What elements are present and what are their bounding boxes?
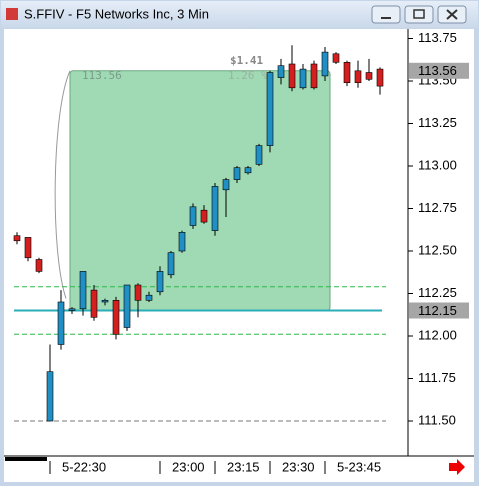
measure-curve	[54, 70, 71, 299]
y-tick-label: 113.00	[418, 157, 457, 172]
candle-body	[365, 72, 373, 80]
y-tick-label: 111.75	[418, 370, 456, 385]
candle-body	[24, 237, 32, 259]
candle-body	[79, 271, 87, 310]
candle-body	[244, 167, 252, 174]
measure-box	[69, 70, 331, 311]
x-tick-label: 5-22:30	[62, 459, 106, 474]
y-tick-label: 112.75	[418, 200, 457, 215]
close-icon	[446, 9, 458, 20]
candle-body	[376, 68, 384, 87]
candle-body	[266, 72, 274, 146]
candle-body	[35, 259, 43, 272]
candle-body	[222, 179, 230, 191]
measure-percent-label: 1.26 %	[228, 69, 268, 82]
candle-body	[145, 294, 153, 301]
y-tick-label: 112.00	[418, 327, 457, 342]
candle-body	[288, 63, 296, 89]
candle-body	[101, 299, 109, 303]
candle-body	[211, 186, 219, 231]
line-price-box-label: 112.15	[418, 303, 457, 318]
candle-body	[68, 308, 76, 311]
app-icon	[6, 8, 18, 20]
y-tick-label: 112.25	[418, 285, 457, 300]
maximize-icon	[413, 9, 425, 19]
candle-body	[167, 252, 175, 276]
y-tick-label: 113.75	[418, 30, 457, 45]
scroll-bar[interactable]	[5, 457, 47, 461]
candle-body	[343, 61, 351, 83]
candle-body	[332, 53, 340, 63]
candle-body	[354, 70, 362, 84]
candle-body	[277, 65, 285, 78]
candle-body	[57, 301, 65, 345]
measure-change-label: $1.41	[230, 54, 263, 67]
candle-body	[13, 235, 21, 242]
candle-body	[310, 63, 318, 89]
candle-body	[123, 284, 131, 328]
candle-body	[189, 206, 197, 226]
last-price-box	[409, 62, 469, 79]
maximize-button[interactable]	[404, 5, 434, 24]
x-tick-label: 23:30	[282, 459, 315, 474]
candle-body	[178, 232, 186, 252]
line-price-box	[409, 302, 469, 319]
candle-body	[112, 299, 120, 335]
y-tick-label: 113.25	[418, 115, 457, 130]
measure-high-label: 113.56	[82, 69, 122, 82]
candle-body	[321, 51, 329, 77]
candle-body	[233, 167, 241, 180]
y-tick-label: 112.50	[418, 242, 457, 257]
candle-body	[255, 145, 263, 165]
candle-body	[200, 209, 208, 223]
candle-body	[46, 371, 54, 422]
x-tick-label: 5-23:45	[337, 459, 381, 474]
scroll-right-arrow[interactable]	[449, 459, 465, 475]
candle-body	[90, 289, 98, 318]
last-price-box-label: 113.56	[418, 63, 457, 78]
candle-body	[299, 68, 307, 89]
minimize-button[interactable]	[371, 5, 401, 24]
window-title: S.FFIV - F5 Networks Inc, 3 Min	[24, 6, 209, 21]
candle-body	[156, 271, 164, 293]
y-tick-label: 111.50	[418, 412, 456, 427]
candle-body	[134, 284, 142, 301]
x-tick-label: 23:15	[227, 459, 260, 474]
x-tick-label: 23:00	[172, 459, 205, 474]
